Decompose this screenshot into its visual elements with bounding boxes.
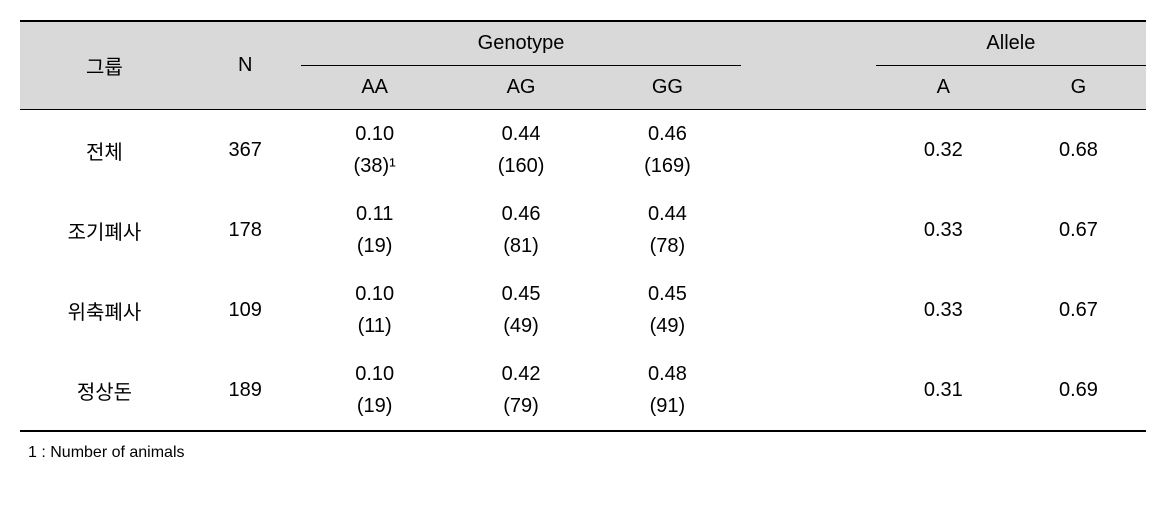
cell-ag-count: (81) — [503, 230, 539, 262]
table-row: 조기폐사 178 0.11 (19) 0.46 (81) 0.4 — [20, 190, 1146, 270]
cell-aa: 0.10 (11) — [301, 270, 447, 350]
genotype-table: 그룹 N Genotype Allele AA AG GG A G 전체 367 — [20, 20, 1146, 432]
cell-g: 0.67 — [1011, 270, 1146, 350]
table-row: 정상돈 189 0.10 (19) 0.42 (79) 0.48 — [20, 350, 1146, 431]
cell-aa-count: (19) — [357, 230, 393, 262]
cell-a: 0.32 — [876, 110, 1011, 191]
cell-gg: 0.45 (49) — [594, 270, 740, 350]
col-header-n: N — [189, 21, 302, 110]
cell-gg: 0.48 (91) — [594, 350, 740, 431]
cell-g: 0.68 — [1011, 110, 1146, 191]
table-header: 그룹 N Genotype Allele AA AG GG A G — [20, 21, 1146, 110]
cell-ag: 0.45 (49) — [448, 270, 594, 350]
col-header-aa: AA — [301, 66, 447, 110]
cell-aa-count: (11) — [358, 310, 392, 342]
cell-group: 위축폐사 — [20, 270, 189, 350]
cell-ag-freq: 0.44 — [502, 118, 541, 150]
table-footnote: 1 : Number of animals — [20, 432, 1146, 462]
cell-ag-count: (160) — [498, 150, 545, 182]
cell-gg-freq: 0.48 — [648, 358, 687, 390]
col-header-genotype: Genotype — [301, 21, 740, 66]
col-header-allele: Allele — [876, 21, 1146, 66]
cell-ag-freq: 0.45 — [502, 278, 541, 310]
cell-group: 전체 — [20, 110, 189, 191]
table-row: 위축폐사 109 0.10 (11) 0.45 (49) 0.4 — [20, 270, 1146, 350]
cell-group: 정상돈 — [20, 350, 189, 431]
cell-gg-count: (169) — [644, 150, 691, 182]
cell-g: 0.67 — [1011, 190, 1146, 270]
col-header-gg: GG — [594, 66, 740, 110]
cell-ag-count: (79) — [503, 390, 539, 422]
cell-aa-freq: 0.10 — [355, 358, 394, 390]
cell-aa-freq: 0.11 — [356, 198, 393, 230]
col-header-group: 그룹 — [20, 21, 189, 110]
cell-ag: 0.42 (79) — [448, 350, 594, 431]
cell-aa-freq: 0.10 — [355, 278, 394, 310]
cell-n: 189 — [189, 350, 302, 431]
cell-aa: 0.10 (19) — [301, 350, 447, 431]
col-header-ag: AG — [448, 66, 594, 110]
cell-gg-freq: 0.44 — [648, 198, 687, 230]
cell-a: 0.33 — [876, 270, 1011, 350]
genotype-table-container: 그룹 N Genotype Allele AA AG GG A G 전체 367 — [20, 20, 1146, 462]
cell-spacer — [741, 350, 876, 431]
cell-aa-count: (38)¹ — [354, 150, 396, 182]
cell-gg: 0.46 (169) — [594, 110, 740, 191]
cell-n: 109 — [189, 270, 302, 350]
cell-gg-count: (49) — [650, 310, 686, 342]
cell-gg: 0.44 (78) — [594, 190, 740, 270]
cell-a: 0.33 — [876, 190, 1011, 270]
cell-ag: 0.46 (81) — [448, 190, 594, 270]
cell-spacer — [741, 110, 876, 191]
cell-ag: 0.44 (160) — [448, 110, 594, 191]
cell-gg-count: (78) — [650, 230, 686, 262]
cell-group: 조기폐사 — [20, 190, 189, 270]
cell-aa-freq: 0.10 — [355, 118, 394, 150]
cell-n: 178 — [189, 190, 302, 270]
col-header-g: G — [1011, 66, 1146, 110]
cell-gg-count: (91) — [650, 390, 686, 422]
table-body: 전체 367 0.10 (38)¹ 0.44 (160) 0.4 — [20, 110, 1146, 432]
cell-gg-freq: 0.46 — [648, 118, 687, 150]
cell-spacer — [741, 190, 876, 270]
cell-aa: 0.11 (19) — [301, 190, 447, 270]
cell-aa-count: (19) — [357, 390, 393, 422]
cell-n: 367 — [189, 110, 302, 191]
table-row: 전체 367 0.10 (38)¹ 0.44 (160) 0.4 — [20, 110, 1146, 191]
cell-ag-freq: 0.42 — [502, 358, 541, 390]
cell-ag-count: (49) — [503, 310, 539, 342]
cell-spacer — [741, 270, 876, 350]
col-header-a: A — [876, 66, 1011, 110]
header-row-1: 그룹 N Genotype Allele — [20, 21, 1146, 66]
spacer-col — [741, 21, 876, 110]
cell-aa: 0.10 (38)¹ — [301, 110, 447, 191]
cell-a: 0.31 — [876, 350, 1011, 431]
cell-gg-freq: 0.45 — [648, 278, 687, 310]
cell-ag-freq: 0.46 — [502, 198, 541, 230]
cell-g: 0.69 — [1011, 350, 1146, 431]
